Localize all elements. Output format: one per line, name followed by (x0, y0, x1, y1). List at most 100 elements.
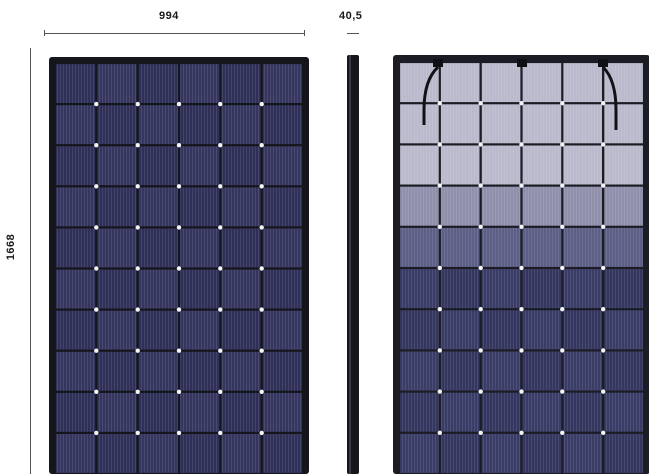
height-dimension-line (30, 48, 31, 474)
front-panel-cell-texture (262, 310, 302, 350)
front-panel-cell-texture (56, 310, 96, 350)
back-panel-cell-corner (560, 224, 565, 229)
back-panel-cell-texture (604, 392, 643, 432)
front-panel-cell-texture (138, 392, 178, 432)
front-panel-cell-corner (176, 143, 182, 148)
back-panel-cell-corner (437, 348, 442, 353)
front-panel-cell-texture (56, 146, 96, 186)
front-panel-cell-texture (56, 351, 96, 391)
back-panel-cell-corner (437, 101, 442, 106)
back-panel-cell-texture (563, 63, 602, 103)
front-panel-cell-texture (221, 434, 261, 473)
back-panel-cell-corner (437, 183, 442, 188)
front-panel-cell-corner (259, 225, 264, 230)
back-panel-cell-corner (601, 430, 606, 435)
front-panel-cell-texture (97, 434, 137, 473)
front-panel-cell-texture (262, 146, 302, 186)
cable-left (422, 65, 440, 125)
front-panel-cell-texture (180, 310, 220, 350)
back-panel-cell-texture (440, 63, 480, 103)
back-panel-cell-texture (522, 269, 562, 309)
back-panel-cell-texture (400, 433, 439, 473)
width-tick-left (44, 30, 45, 36)
back-panel-cell-corner (601, 224, 606, 229)
front-panel-cell-corner (135, 225, 140, 230)
front-panel-cell-corner (94, 389, 99, 394)
back-panel-cell-texture (400, 186, 439, 226)
back-panel-cell-texture (440, 392, 480, 432)
back-panel-cell-corner (478, 183, 483, 188)
front-panel-cell-corner (218, 266, 223, 271)
front-panel-cell-texture (262, 105, 302, 145)
back-panel-cell-corner (519, 183, 524, 188)
width-dimension-line (44, 33, 304, 34)
front-panel-cell-corner (259, 389, 264, 394)
front-panel-cell-corner (218, 225, 223, 230)
back-panel-cell-corner (560, 430, 565, 435)
front-panel-cell-texture (97, 105, 137, 145)
front-panel-cell-texture (180, 228, 220, 268)
front-panel-cell-corner (176, 184, 182, 189)
junction-box-center (517, 59, 527, 67)
front-panel-cell-texture (56, 187, 96, 227)
front-panel-cell-corner (94, 225, 99, 230)
front-panel-cell-texture (180, 105, 220, 145)
front-panel-cell-corner (94, 184, 99, 189)
front-panel-cell-corner (259, 184, 264, 189)
front-panel-cell-corner (259, 348, 264, 353)
front-panel-cell-corner (259, 430, 264, 436)
front-panel-cell-texture (221, 351, 261, 391)
back-panel-cell-corner (601, 183, 606, 188)
front-panel-cell-texture (262, 434, 302, 473)
front-panel-cell-texture (56, 64, 96, 103)
front-panel-cell-texture (221, 269, 261, 309)
back-panel-cell-texture (563, 227, 602, 267)
front-panel-cell-corner (94, 101, 99, 107)
junction-box-left (433, 59, 443, 67)
front-panel-cell-corner (218, 101, 223, 107)
back-panel-cell-texture (481, 186, 521, 226)
back-panel-cell-texture (522, 351, 562, 391)
front-panel-cell-texture (180, 351, 220, 391)
side-view-frame (347, 55, 359, 474)
back-panel-cell-texture (400, 104, 439, 144)
back-panel-cell-texture (481, 433, 521, 473)
back-panel-cell-texture (481, 351, 521, 391)
back-panel-cell-texture (563, 269, 602, 309)
back-panel-cell-corner (519, 348, 524, 353)
back-panel-cell-texture (400, 145, 439, 185)
front-panel-cell-corner (218, 143, 223, 148)
back-panel-cell-corner (437, 265, 442, 271)
front-panel-cell-texture (56, 228, 96, 268)
back-panel-cell-texture (563, 104, 602, 144)
front-panel-cell-texture (138, 228, 178, 268)
back-panel-cell-corner (519, 265, 524, 271)
back-panel-cell-texture (481, 145, 521, 185)
back-panel-cells (400, 63, 643, 473)
back-panel-cell-texture (440, 269, 480, 309)
back-panel-cell-texture (604, 104, 643, 144)
front-panel-cell-texture (221, 187, 261, 227)
front-panel-cell-corner (218, 307, 223, 312)
front-panel (49, 57, 309, 474)
back-panel-cell-texture (400, 269, 439, 309)
back-panel-cell-corner (560, 101, 565, 106)
junction-boxes (422, 59, 618, 130)
front-panel-cell-texture (97, 146, 137, 186)
front-panel-cell-corner (176, 389, 182, 394)
front-panel-cell-texture (180, 434, 220, 473)
back-panel-cell-corner (478, 265, 483, 271)
back-panel-cell-texture (522, 310, 562, 350)
back-panel-cell-corner (478, 224, 483, 229)
front-panel-cell-texture (180, 187, 220, 227)
front-panel-cell-corner (218, 389, 223, 394)
back-panel-cell-texture (481, 269, 521, 309)
front-panel-cell-texture (97, 269, 137, 309)
front-panel-cell-corner (135, 266, 140, 271)
front-panel-cell-texture (221, 64, 261, 103)
back-panel-cell-corner (437, 142, 442, 147)
front-panel-cell-corner (94, 348, 99, 353)
back-panel-cell-texture (563, 351, 602, 391)
front-panel-cell-texture (138, 351, 178, 391)
front-panel-cell-texture (97, 310, 137, 350)
